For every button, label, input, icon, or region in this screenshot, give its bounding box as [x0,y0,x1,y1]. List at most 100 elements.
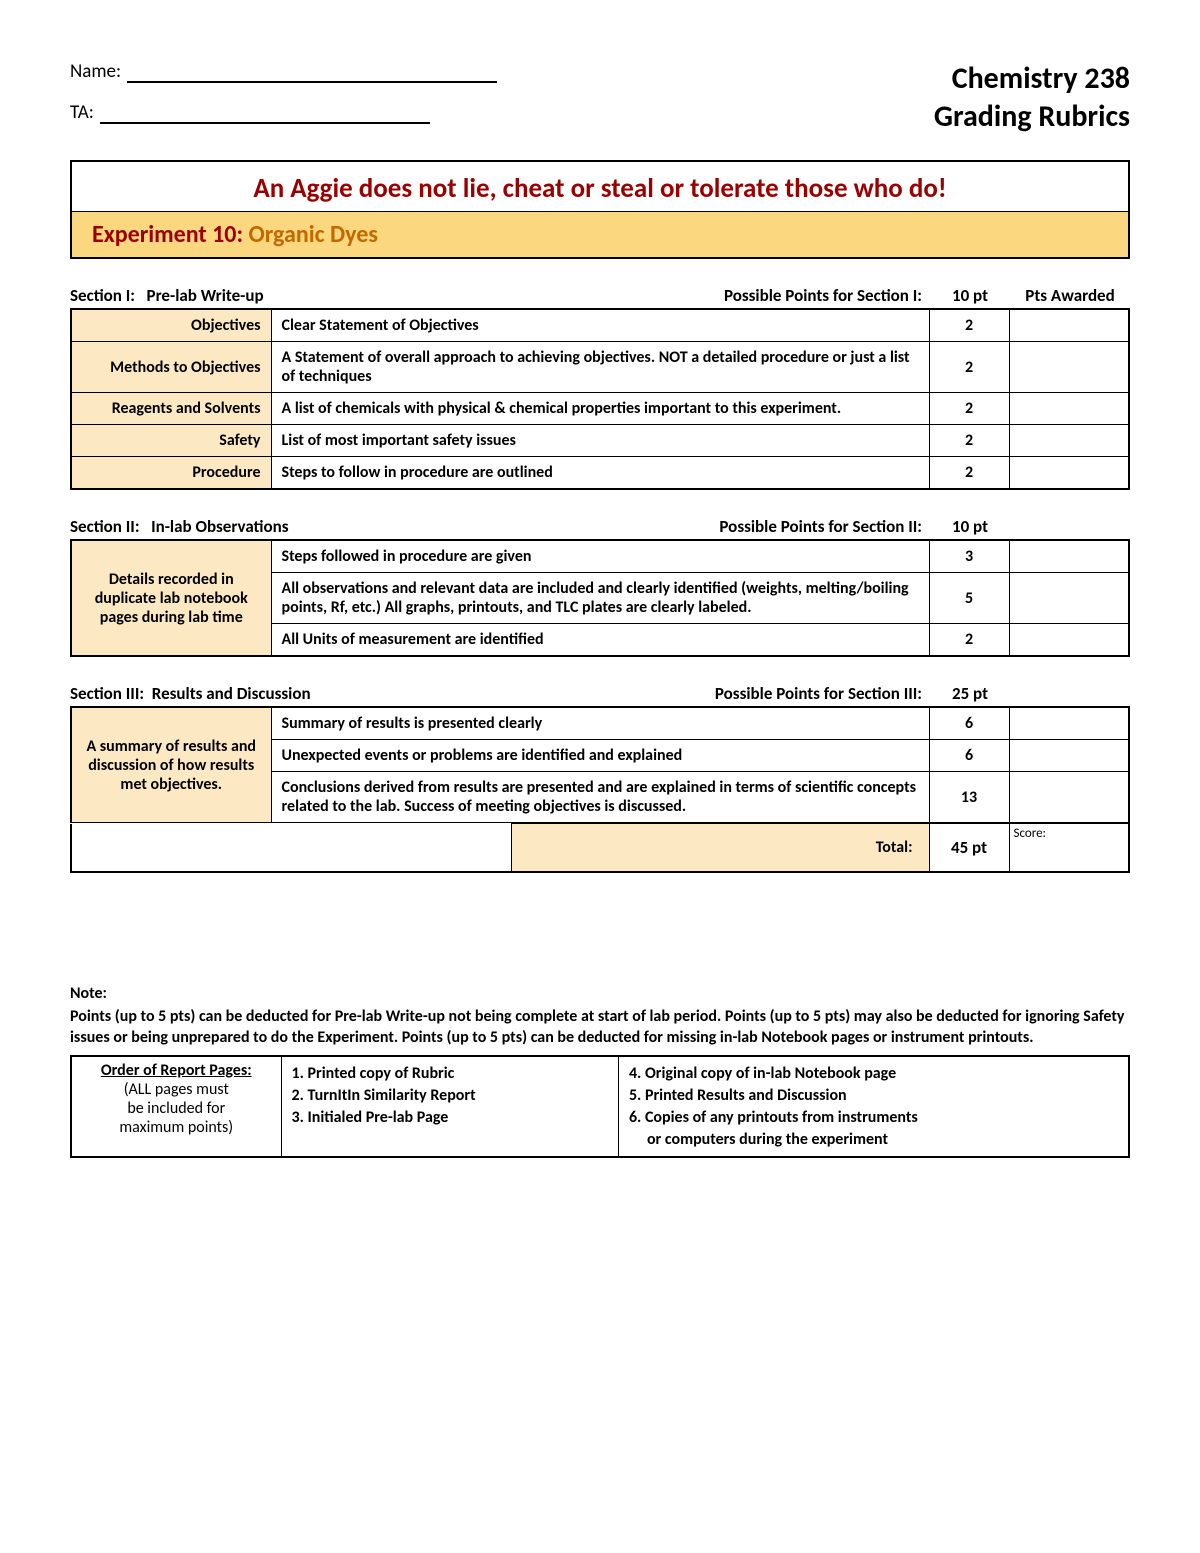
order-sub3: maximum points) [82,1118,271,1137]
course-subtitle: Grading Rubrics [934,98,1130,136]
row-awarded [1009,342,1129,393]
row-awarded [1009,457,1129,490]
order-sub2: be included for [82,1099,271,1118]
row-pts: 5 [929,573,1009,624]
order-item: 1. Printed copy of Rubric [292,1064,608,1083]
row-desc: Steps followed in procedure are given [271,540,929,573]
section2-points: 10 pt [930,516,1010,537]
section1-name: Pre-lab Write-up [147,285,264,306]
experiment-prefix: Experiment 10: [92,220,243,249]
table-row: Objectives Clear Statement of Objectives… [71,309,1129,342]
row-awarded [1009,624,1129,657]
section2-header: Section II: In-lab Observations Possible… [70,516,1130,537]
row-desc: Clear Statement of Objectives [271,309,929,342]
row-label: Reagents and Solvents [71,393,271,425]
page-header: Name: TA: Chemistry 238 Grading Rubrics [70,60,1130,142]
row-desc: Summary of results is presented clearly [271,707,929,740]
ta-line: TA: [70,101,934,124]
row-label: Procedure [71,457,271,490]
name-ta-block: Name: TA: [70,60,934,142]
row-desc: All Units of measurement are identified [271,624,929,657]
order-table: Order of Report Pages: (ALL pages must b… [70,1055,1130,1158]
course-block: Chemistry 238 Grading Rubrics [934,60,1130,135]
row-label: Objectives [71,309,271,342]
total-score-label: Score: [1009,824,1129,873]
order-item: 6. Copies of any printouts from instrume… [629,1108,1118,1127]
order-left-cell: Order of Report Pages: (ALL pages must b… [71,1056,281,1157]
row-pts: 6 [929,740,1009,772]
row-awarded [1009,772,1129,823]
total-pts: 45 pt [929,824,1009,873]
row-awarded [1009,393,1129,425]
experiment-bar: Experiment 10: Organic Dyes [72,211,1128,257]
total-row: Total: 45 pt Score: [71,824,1129,873]
order-item: 2. TurnItIn Similarity Report [292,1086,608,1105]
row-pts: 2 [929,624,1009,657]
row-pts: 6 [929,707,1009,740]
name-underline [127,62,497,83]
note-block: Note: Points (up to 5 pts) can be deduct… [70,983,1130,1049]
total-label: Total: [511,824,929,873]
order-item: 5. Printed Results and Discussion [629,1086,1118,1105]
table-row: A summary of results and discussion of h… [71,707,1129,740]
honor-text: An Aggie does not lie, cheat or steal or… [72,162,1128,211]
row-awarded [1009,425,1129,457]
section2-label: Section II: [70,516,140,537]
row-desc: Unexpected events or problems are identi… [271,740,929,772]
ta-label: TA: [70,101,94,124]
table-row: Reagents and Solvents A list of chemical… [71,393,1129,425]
order-title: Order of Report Pages: [82,1061,271,1080]
order-sub1: (ALL pages must [82,1080,271,1099]
row-pts: 2 [929,457,1009,490]
row-awarded [1009,707,1129,740]
order-right-cell: 4. Original copy of in-lab Notebook page… [618,1056,1129,1157]
row-desc: A list of chemicals with physical & chem… [271,393,929,425]
section2-group-label: Details recorded in duplicate lab notebo… [71,540,271,656]
row-awarded [1009,540,1129,573]
note-heading: Note: [70,983,1130,1005]
order-item: 4. Original copy of in-lab Notebook page [629,1064,1118,1083]
order-item: or computers during the experiment [629,1130,1118,1149]
section1-header: Section I: Pre-lab Write-up Possible Poi… [70,285,1130,306]
row-desc: All observations and relevant data are i… [271,573,929,624]
table-row: Safety List of most important safety iss… [71,425,1129,457]
row-pts: 2 [929,425,1009,457]
order-mid-cell: 1. Printed copy of Rubric 2. TurnItIn Si… [281,1056,618,1157]
order-item: 3. Initialed Pre-lab Page [292,1108,608,1127]
experiment-title: Organic Dyes [249,220,378,249]
row-desc: Steps to follow in procedure are outline… [271,457,929,490]
row-awarded [1009,309,1129,342]
table-row: Procedure Steps to follow in procedure a… [71,457,1129,490]
ta-underline [100,103,430,124]
section3-points-label: Possible Points for Section III: [630,683,930,704]
row-awarded [1009,573,1129,624]
name-line: Name: [70,60,934,83]
section3-table: A summary of results and discussion of h… [70,706,1130,823]
name-label: Name: [70,60,121,83]
honor-box: An Aggie does not lie, cheat or steal or… [70,160,1130,259]
section3-label: Section III: [70,683,144,704]
total-row-table: Total: 45 pt Score: [70,823,1130,873]
section1-table: Objectives Clear Statement of Objectives… [70,308,1130,490]
section1-points-label: Possible Points for Section I: [630,285,930,306]
row-desc: Conclusions derived from results are pre… [271,772,929,823]
section3-header: Section III: Results and Discussion Poss… [70,683,1130,704]
section1-points: 10 pt [930,285,1010,306]
note-body: Points (up to 5 pts) can be deducted for… [70,1006,1130,1049]
row-label: Safety [71,425,271,457]
row-desc: List of most important safety issues [271,425,929,457]
section1-awarded-label: Pts Awarded [1010,285,1130,306]
table-row: Details recorded in duplicate lab notebo… [71,540,1129,573]
row-awarded [1009,740,1129,772]
row-label: Methods to Objectives [71,342,271,393]
section3-name: Results and Discussion [152,683,311,704]
section1-label: Section I: [70,285,135,306]
row-pts: 2 [929,342,1009,393]
section3-points: 25 pt [930,683,1010,704]
row-pts: 2 [929,393,1009,425]
section2-table: Details recorded in duplicate lab notebo… [70,539,1130,657]
section2-name: In-lab Observations [151,516,289,537]
course-name: Chemistry 238 [934,60,1130,98]
section3-group-label: A summary of results and discussion of h… [71,707,271,823]
section2-points-label: Possible Points for Section II: [630,516,930,537]
